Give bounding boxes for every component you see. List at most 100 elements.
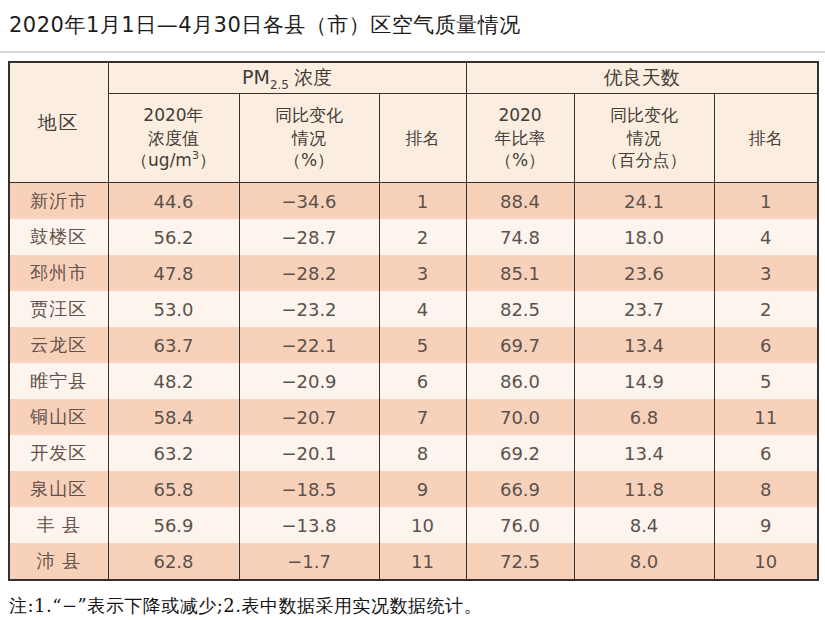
cell-region: 睢宁县 — [9, 363, 108, 399]
table-row: 邳州市47.8−28.2385.123.63 — [9, 255, 818, 291]
header-good-rank: 排名 — [714, 94, 818, 183]
cell-region: 铜山区 — [9, 399, 108, 435]
cell-pm-rank: 2 — [379, 219, 466, 255]
table-row: 开发区63.2−20.1869.213.46 — [9, 435, 818, 471]
cell-good-change: 24.1 — [574, 183, 714, 220]
cell-pm-value: 56.2 — [108, 219, 239, 255]
header-group-row: 地区 PM2.5浓度 优良天数 — [9, 62, 818, 94]
cell-region: 沛 县 — [9, 543, 108, 580]
header-sub-row: 2020年 浓度值 （ug/m3） 同比变化 情况 （%） 排名 2020 年比… — [9, 94, 818, 183]
table-row: 泉山区65.8−18.5966.911.88 — [9, 471, 818, 507]
cell-pm-value: 56.9 — [108, 507, 239, 543]
table-row: 丰 县56.9−13.81076.08.49 — [9, 507, 818, 543]
header-good-change: 同比变化 情况 （百分点） — [574, 94, 714, 183]
header-pm-rank: 排名 — [379, 94, 466, 183]
table-row: 沛 县62.8−1.71172.58.010 — [9, 543, 818, 580]
cell-pm-value: 48.2 — [108, 363, 239, 399]
cell-pm-change: −28.7 — [239, 219, 379, 255]
cell-pm-rank: 7 — [379, 399, 466, 435]
cell-pm-value: 62.8 — [108, 543, 239, 580]
cell-good-rate: 85.1 — [466, 255, 574, 291]
cell-pm-value: 63.2 — [108, 435, 239, 471]
cell-good-rate: 69.2 — [466, 435, 574, 471]
cell-good-change: 8.4 — [574, 507, 714, 543]
cell-good-rate: 70.0 — [466, 399, 574, 435]
cell-good-change: 8.0 — [574, 543, 714, 580]
cell-good-change: 18.0 — [574, 219, 714, 255]
page-title: 2020年1月1日—4月30日各县（市）区空气质量情况 — [0, 0, 825, 45]
cell-good-rank: 3 — [714, 255, 818, 291]
table-row: 云龙区63.7−22.1569.713.46 — [9, 327, 818, 363]
header-pm-group: PM2.5 浓度 — [108, 62, 466, 94]
cell-good-rank: 11 — [714, 399, 818, 435]
cell-pm-rank: 6 — [379, 363, 466, 399]
cell-pm-rank: 10 — [379, 507, 466, 543]
cell-good-change: 23.6 — [574, 255, 714, 291]
cell-good-change: 14.9 — [574, 363, 714, 399]
cell-pm-value: 47.8 — [108, 255, 239, 291]
air-quality-table: 地区 PM2.5 浓度 优良天数 2020年 浓度值 （ug/m3） 同比变化 情… — [8, 61, 819, 581]
cell-good-rank: 5 — [714, 363, 818, 399]
cell-good-rate: 72.5 — [466, 543, 574, 580]
cell-pm-change: −22.1 — [239, 327, 379, 363]
header-good-rate: 2020 年比率 （%） — [466, 94, 574, 183]
cell-pm-change: −20.9 — [239, 363, 379, 399]
table-body: 新沂市44.6−34.6188.424.11鼓楼区56.2−28.7274.81… — [9, 183, 818, 581]
cell-pm-value: 65.8 — [108, 471, 239, 507]
cell-good-rate: 69.7 — [466, 327, 574, 363]
table-row: 铜山区58.4−20.7770.06.811 — [9, 399, 818, 435]
cell-good-rank: 9 — [714, 507, 818, 543]
cell-good-rank: 6 — [714, 435, 818, 471]
cell-pm-rank: 1 — [379, 183, 466, 220]
cell-pm-change: −20.1 — [239, 435, 379, 471]
cell-region: 邳州市 — [9, 255, 108, 291]
table-row: 鼓楼区56.2−28.7274.818.04 — [9, 219, 818, 255]
cell-good-change: 13.4 — [574, 435, 714, 471]
cell-good-rate: 88.4 — [466, 183, 574, 220]
cell-good-change: 6.8 — [574, 399, 714, 435]
cell-good-rank: 4 — [714, 219, 818, 255]
cell-good-rank: 10 — [714, 543, 818, 580]
cell-pm-rank: 5 — [379, 327, 466, 363]
cell-region: 鼓楼区 — [9, 219, 108, 255]
top-divider — [0, 51, 825, 53]
header-region: 地区 — [9, 62, 108, 183]
cell-pm-value: 63.7 — [108, 327, 239, 363]
footnote: 注:1.“−”表示下降或减少;2.表中数据采用实况数据统计。 — [9, 594, 825, 618]
cell-good-rate: 66.9 — [466, 471, 574, 507]
cell-good-rank: 1 — [714, 183, 818, 220]
cell-region: 新沂市 — [9, 183, 108, 220]
cell-region: 云龙区 — [9, 327, 108, 363]
cell-pm-change: −18.5 — [239, 471, 379, 507]
cell-pm-change: −13.8 — [239, 507, 379, 543]
table-row: 贾汪区53.0−23.2482.523.72 — [9, 291, 818, 327]
cell-region: 贾汪区 — [9, 291, 108, 327]
cell-pm-change: −34.6 — [239, 183, 379, 220]
header-good-days-group: 优良天数 — [466, 62, 818, 94]
cell-good-rate: 74.8 — [466, 219, 574, 255]
cell-pm-rank: 8 — [379, 435, 466, 471]
pm-label: PM — [242, 66, 270, 88]
cell-pm-change: −23.2 — [239, 291, 379, 327]
cell-pm-value: 58.4 — [108, 399, 239, 435]
cell-pm-rank: 4 — [379, 291, 466, 327]
cell-pm-rank: 9 — [379, 471, 466, 507]
cell-region: 开发区 — [9, 435, 108, 471]
cell-pm-rank: 3 — [379, 255, 466, 291]
cell-pm-value: 53.0 — [108, 291, 239, 327]
cell-pm-rank: 11 — [379, 543, 466, 580]
cell-pm-change: −20.7 — [239, 399, 379, 435]
header-pm-change: 同比变化 情况 （%） — [239, 94, 379, 183]
table-row: 新沂市44.6−34.6188.424.11 — [9, 183, 818, 220]
cell-region: 丰 县 — [9, 507, 108, 543]
cell-good-rate: 82.5 — [466, 291, 574, 327]
cell-good-change: 13.4 — [574, 327, 714, 363]
cell-good-rate: 76.0 — [466, 507, 574, 543]
pm-suffix: 浓度 — [294, 66, 332, 88]
cell-pm-change: −1.7 — [239, 543, 379, 580]
cell-good-rank: 8 — [714, 471, 818, 507]
cell-pm-change: −28.2 — [239, 255, 379, 291]
table-row: 睢宁县48.2−20.9686.014.95 — [9, 363, 818, 399]
pm-subscript: 2.5 — [270, 77, 289, 91]
cell-good-rank: 2 — [714, 291, 818, 327]
